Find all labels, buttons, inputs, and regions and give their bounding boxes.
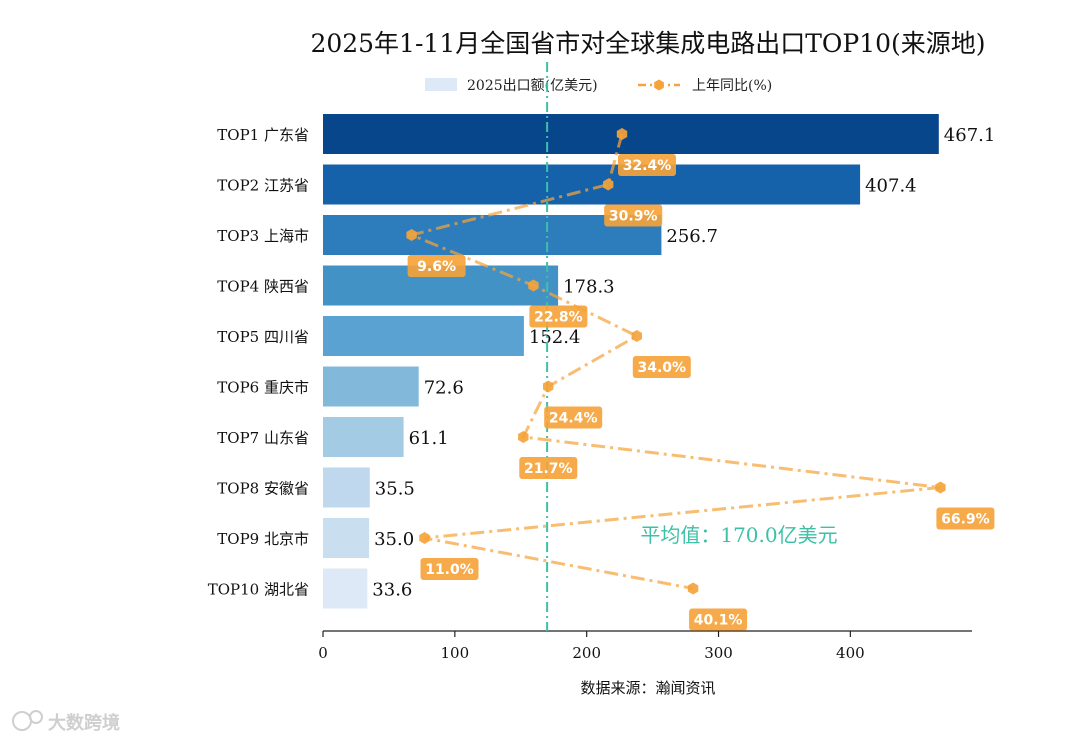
watermark-logo-dot-icon [29,710,43,724]
yoy-label-box-7 [519,457,578,479]
yoy-labels: 32.4% 30.9% 9.6% 22.8% 34.0% 24.4% 21.7% 66.9% 1… [407,154,995,631]
legend-bar-swatch [425,78,457,91]
bar-value-label-4: 178.3 [563,277,615,298]
category-label-9: TOP9 北京市 [217,530,309,548]
category-label-1: TOP1 广东省 [217,126,309,144]
yoy-label-5: 34.0% [638,360,687,376]
bar-value-labels: 467.1 407.4 256.7 178.3 152.4 72.6 61.1 35.5 35.… [372,125,995,601]
bars-group [323,114,939,609]
bar-6 [323,366,419,407]
yoy-marker-9 [419,532,430,544]
bar-7 [323,417,404,457]
bar-10 [323,568,368,609]
yoy-marker-8 [935,481,946,494]
x-tick-label-300: 300 [704,644,733,662]
yoy-label-box-5 [632,356,691,378]
bar-1 [323,114,939,154]
yoy-label-box-4 [529,305,588,328]
yoy-label-1: 32.4% [623,158,672,174]
watermark-text: 大数跨境 [48,712,120,734]
yoy-marker-5 [631,330,642,342]
yoy-label-box-8 [936,507,995,530]
yoy-label-7: 21.7% [524,461,573,477]
bar-2 [323,164,861,205]
yoy-label-box-10 [689,608,748,631]
yoy-label-2: 30.9% [609,209,658,225]
category-label-4: TOP4 陕西省 [217,278,309,296]
yoy-markers [406,128,946,595]
yoy-marker-7 [518,431,529,443]
average-label: 平均值：170.0亿美元 [640,523,837,547]
yoy-label-3: 9.6% [417,259,456,275]
bar-value-label-1: 467.1 [944,125,996,146]
yoy-label-box-2 [604,204,663,227]
legend: 2025出口额(亿美元) 上年同比(%) [425,78,772,94]
x-tick-label-100: 100 [441,644,470,662]
yoy-label-10: 40.1% [694,613,743,629]
bar-9 [323,518,370,558]
watermark-logo-icon [12,711,32,731]
yoy-label-9: 11.0% [425,562,474,578]
legend-line-marker-icon [654,79,664,91]
bar-8 [323,467,370,508]
bar-5 [323,316,524,356]
yoy-marker-3 [406,229,417,241]
yoy-marker-4 [528,279,539,292]
watermark: 大数跨境 [12,710,120,734]
bar-value-label-7: 61.1 [409,428,449,449]
yoy-label-box-1 [618,154,676,176]
legend-bar-label: 2025出口额(亿美元) [467,78,598,94]
x-tick-label-400: 400 [836,644,865,662]
bar-value-label-6: 72.6 [424,378,464,399]
yoy-label-box-3 [407,255,466,277]
category-label-6: TOP6 重庆市 [217,379,309,397]
yoy-label-6: 24.4% [549,411,598,427]
yoy-marker-6 [543,380,554,393]
yoy-marker-2 [603,178,614,191]
yoy-label-box-9 [420,558,479,580]
category-label-7: TOP7 山东省 [217,429,309,447]
category-label-5: TOP5 四川省 [217,328,309,346]
bar-value-label-2: 407.4 [865,176,917,197]
bar-value-label-10: 33.6 [372,580,412,601]
x-tick-label-0: 0 [318,644,328,662]
bar-value-label-3: 256.7 [666,226,718,247]
bar-value-label-5: 152.4 [529,327,581,348]
legend-line-label: 上年同比(%) [692,78,772,94]
yoy-label-box-6 [544,406,603,429]
yoy-label-4: 22.8% [534,310,583,326]
category-label-3: TOP3 上海市 [217,227,309,245]
yoy-marker-10 [687,582,699,595]
category-label-10: TOP10 湖北省 [208,581,309,599]
x-axis-ticks: 0 100 200 300 400 [318,631,865,662]
yoy-marker-1 [616,128,628,140]
category-label-2: TOP2 江苏省 [217,177,309,195]
yoy-line [406,133,941,590]
yoy-label-8: 66.9% [941,512,990,528]
chart-title: 2025年1-11月全国省市对全球集成电路出口TOP10(来源地) [310,29,985,58]
x-tick-label-200: 200 [572,644,601,662]
bar-value-label-9: 35.0 [374,529,414,550]
category-label-8: TOP8 安徽省 [217,480,309,498]
category-labels: TOP1 广东省 TOP2 江苏省 TOP3 上海市 TOP4 陕西省 TOP5 四川省… [208,126,309,599]
bar-value-label-8: 35.5 [375,479,415,500]
source-note: 数据来源：瀚闻资讯 [580,679,715,697]
